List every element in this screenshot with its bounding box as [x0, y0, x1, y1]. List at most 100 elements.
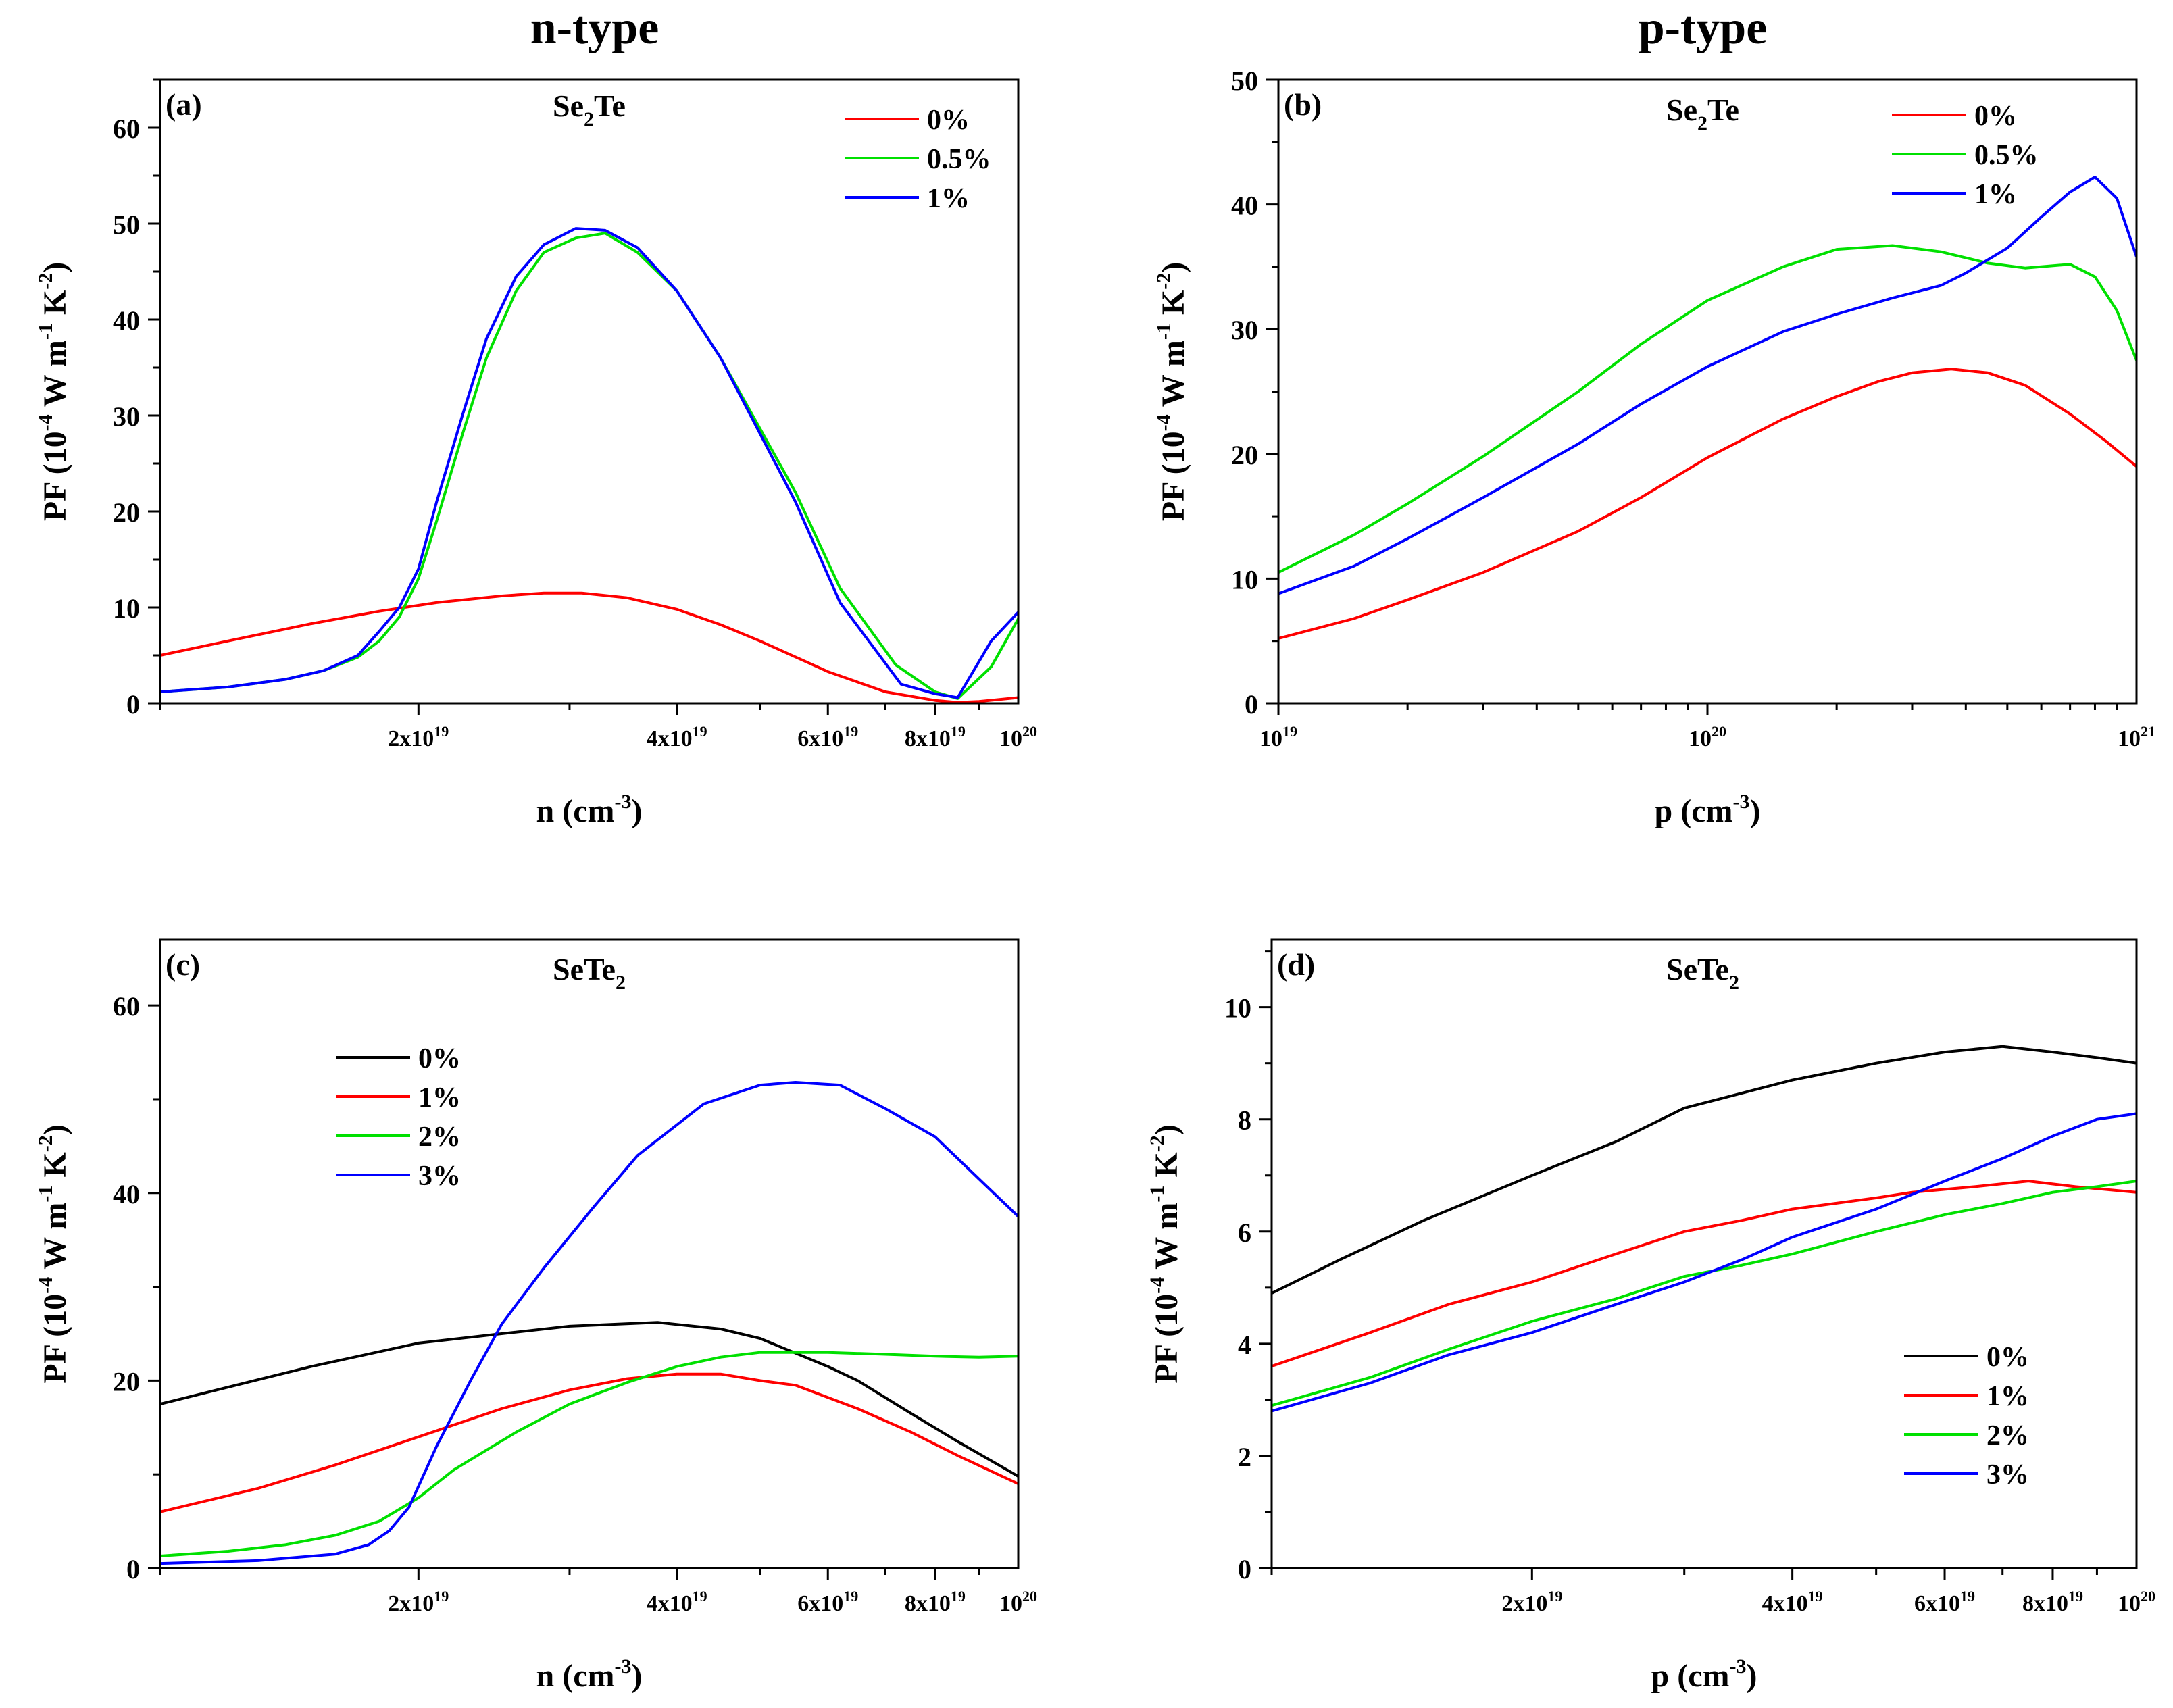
- x-tick-base: 6x10: [797, 1591, 843, 1616]
- x-tick-label: 6x1019: [797, 723, 858, 751]
- x-label-main: p (cm: [1655, 793, 1733, 829]
- series-line-0pct: [1278, 368, 2137, 640]
- y-label-text: ): [1155, 262, 1191, 273]
- x-tick-label: 1020: [999, 723, 1037, 751]
- x-tick-label: 1020: [999, 1588, 1037, 1616]
- y-tick-label: 0: [1245, 689, 1258, 720]
- series-line-1pct: [1278, 176, 2137, 595]
- compound-label: Se2Te: [553, 89, 626, 130]
- x-tick-base: 8x10: [2022, 1591, 2068, 1616]
- legend-label: 0%: [1987, 1342, 2029, 1373]
- y-label-sup: -2: [34, 1135, 57, 1152]
- legend-label: 1%: [927, 183, 970, 214]
- x-axis-label: n (cm-3): [536, 790, 643, 829]
- series-line-0pct: [160, 591, 1018, 703]
- y-tick-label: 0: [1238, 1554, 1251, 1584]
- compound-subscript: 2: [584, 108, 594, 130]
- x-tick-label: 2x1019: [388, 1588, 449, 1616]
- y-tick-label: 0: [126, 689, 140, 720]
- legend: 0% 1% 2% 3%: [336, 1043, 461, 1192]
- y-label-text: ): [37, 262, 73, 273]
- x-tick-base: 6x10: [797, 726, 843, 751]
- x-tick-base: 10: [1259, 726, 1282, 751]
- y-label-text: ): [1149, 1124, 1184, 1135]
- y-label-text: W m: [1149, 1203, 1184, 1277]
- x-tick-base: 4x10: [647, 726, 693, 751]
- x-tick-base: 10: [2118, 726, 2141, 751]
- y-tick-label: 50: [1231, 66, 1258, 96]
- y-label-sup: -1: [1146, 1186, 1168, 1203]
- x-tick-exponent: 19: [951, 1588, 966, 1605]
- y-tick-label: 40: [113, 1179, 140, 1209]
- x-label-main: n (cm: [536, 793, 615, 829]
- x-tick-exponent: 19: [951, 723, 966, 740]
- x-label-sup: -3: [614, 1655, 631, 1678]
- x-tick-base: 10: [999, 726, 1022, 751]
- x-axis-label: p (cm-3): [1655, 790, 1761, 829]
- y-tick-label: 10: [113, 593, 140, 624]
- x-tick-exponent: 20: [2141, 1588, 2155, 1605]
- compound-subscript: 2: [1697, 112, 1707, 134]
- compound-subscript: 2: [1729, 972, 1739, 994]
- y-label-sup: -1: [34, 1186, 57, 1203]
- x-tick-base: 8x10: [905, 1591, 951, 1616]
- x-label-tail: ): [631, 1658, 642, 1694]
- y-label-text: W m: [37, 1203, 73, 1277]
- series-line-2pct: [160, 1351, 1018, 1557]
- x-tick-label: 8x1019: [905, 1588, 966, 1616]
- legend-label: 1%: [418, 1082, 461, 1113]
- column-title-n-type: n-type: [530, 2, 659, 54]
- series-line-2pct: [1272, 1180, 2137, 1407]
- compound-main: Se: [1666, 93, 1697, 127]
- x-tick-label: 2x1019: [1501, 1588, 1562, 1616]
- x-tick-label: 2x1019: [388, 723, 449, 751]
- x-tick-base: 10: [999, 1591, 1022, 1616]
- y-label-text: K: [1149, 1152, 1184, 1185]
- y-tick-label: 10: [1231, 564, 1258, 595]
- x-tick-base: 2x10: [388, 1591, 434, 1616]
- legend-label: 0.5%: [927, 144, 991, 175]
- y-label-sup: -2: [1153, 273, 1175, 290]
- series-line-1pct: [1272, 1180, 2137, 1367]
- y-label-sup: -4: [1146, 1277, 1168, 1294]
- y-tick-label: 40: [113, 305, 140, 336]
- x-tick-base: 4x10: [1762, 1591, 1808, 1616]
- x-tick-base: 10: [2118, 1591, 2141, 1616]
- x-label-main: p (cm: [1651, 1658, 1730, 1694]
- compound-tail: Te: [1707, 93, 1739, 127]
- x-tick-exponent: 19: [693, 723, 707, 740]
- x-tick-label: 1020: [2118, 1588, 2155, 1616]
- compound-label: Se2Te: [1666, 93, 1739, 134]
- legend-label: 2%: [418, 1122, 461, 1153]
- x-tick-exponent: 19: [1960, 1588, 1975, 1605]
- compound-main: SeTe: [553, 952, 616, 986]
- y-tick-label: 10: [1224, 993, 1251, 1024]
- series-line-0-5pct: [1278, 244, 2137, 574]
- panel-label: (a): [166, 87, 202, 122]
- x-label-tail: ): [1749, 793, 1760, 829]
- plot-frame: [159, 78, 1020, 705]
- legend-label: 2%: [1987, 1420, 2029, 1451]
- plot-frame: [1270, 938, 2138, 1569]
- y-tick-label: 40: [1231, 191, 1258, 221]
- x-label-sup: -3: [614, 790, 631, 813]
- y-tick-label: 20: [113, 1366, 140, 1397]
- y-tick-label: 60: [113, 114, 140, 144]
- x-tick-base: 6x10: [1914, 1591, 1960, 1616]
- legend: 0% 0.5% 1%: [845, 105, 991, 214]
- x-tick-label: 1020: [1689, 723, 1726, 751]
- legend-label: 0.5%: [1974, 140, 2039, 171]
- x-tick-exponent: 20: [1712, 723, 1726, 740]
- series-line-1pct: [160, 227, 1018, 699]
- legend: 0% 0.5% 1%: [1892, 101, 2039, 210]
- legend-label: 3%: [418, 1161, 461, 1192]
- x-axis-label: p (cm-3): [1651, 1655, 1757, 1694]
- series-line-3pct: [160, 1081, 1018, 1565]
- panel-label: (b): [1284, 87, 1322, 122]
- y-tick-label: 30: [113, 401, 140, 432]
- y-tick-label: 8: [1238, 1105, 1251, 1136]
- x-tick-label: 6x1019: [797, 1588, 858, 1616]
